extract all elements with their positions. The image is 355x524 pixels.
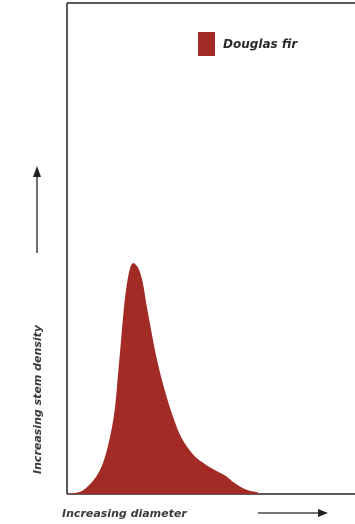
- x-axis-label: Increasing diameter: [62, 507, 187, 520]
- y-axis-label: Increasing stem density: [31, 324, 44, 474]
- legend-label-douglas-fir: Douglas fir: [223, 37, 298, 51]
- legend-swatch-douglas-fir: [198, 32, 215, 56]
- y-axis-label-group: Increasing stem density: [31, 166, 44, 474]
- legend: Douglas fir: [198, 32, 298, 56]
- x-axis-arrow-head: [318, 509, 328, 517]
- douglas-fir-series-area: [67, 263, 355, 494]
- x-axis-label-group: Increasing diameter: [62, 507, 328, 520]
- y-axis-arrow-head: [33, 166, 41, 177]
